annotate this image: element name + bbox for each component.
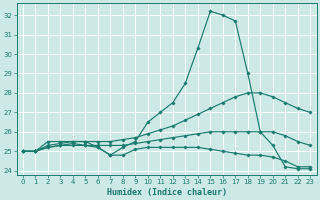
X-axis label: Humidex (Indice chaleur): Humidex (Indice chaleur) <box>107 188 227 197</box>
